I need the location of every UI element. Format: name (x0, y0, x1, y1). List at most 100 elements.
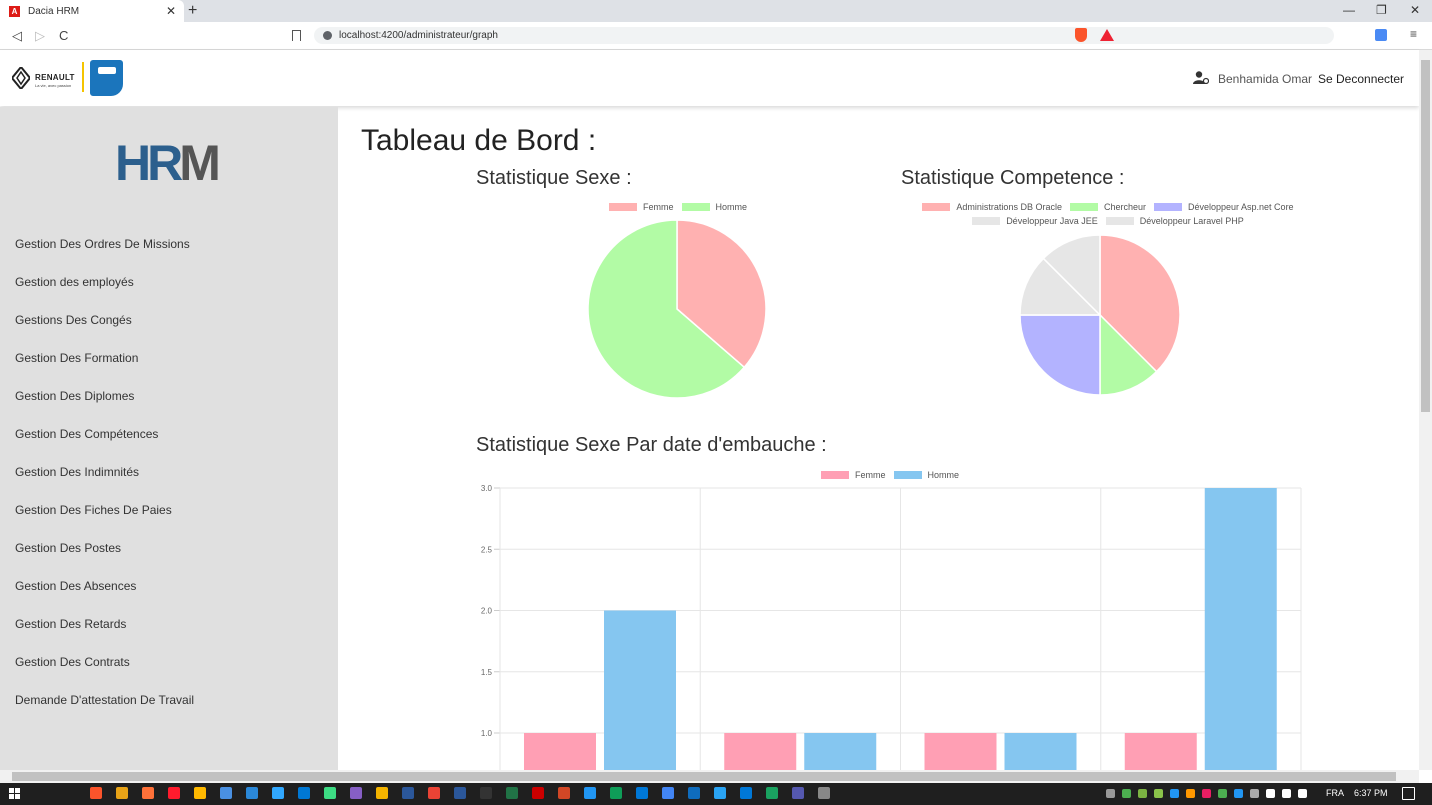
bar-femme[interactable] (724, 733, 797, 770)
taskbar-app-icon[interactable] (168, 787, 180, 799)
tray-icon[interactable] (1106, 789, 1115, 798)
pie-slice-d-veloppeur-asp-net-core[interactable] (1020, 314, 1101, 396)
logout-link[interactable]: Se Deconnecter (1318, 72, 1405, 86)
taskbar-app-icon[interactable] (740, 787, 752, 799)
legend-item[interactable]: Femme (821, 470, 886, 480)
tray-icon[interactable] (1170, 789, 1179, 798)
pie-slice-administrations-db-oracle[interactable] (1099, 235, 1181, 373)
clock[interactable]: 6:37 PM (1354, 788, 1388, 798)
back-button[interactable]: ◁ (12, 28, 22, 43)
bookmark-icon[interactable] (292, 30, 301, 41)
tray-icon[interactable] (1266, 789, 1275, 798)
notification-icon[interactable] (1402, 787, 1415, 800)
sidebar-item[interactable]: Gestions Des Congés (15, 313, 132, 327)
windows-start-icon[interactable] (9, 788, 20, 799)
taskbar-app-icon[interactable] (298, 787, 310, 799)
brave-shield-icon[interactable] (1075, 28, 1087, 42)
language-indicator[interactable]: FRA (1326, 788, 1344, 798)
taskbar-app-icon[interactable] (272, 787, 284, 799)
taskbar-app-icon[interactable] (402, 787, 414, 799)
bar-homme[interactable] (1204, 488, 1277, 770)
taskbar-app-icon[interactable] (194, 787, 206, 799)
vertical-scrollbar-thumb[interactable] (1421, 60, 1430, 412)
bar-homme[interactable] (604, 610, 676, 771)
taskbar-app-icon[interactable] (584, 787, 596, 799)
sidebar-item[interactable]: Gestion Des Diplomes (15, 389, 135, 403)
sidebar-item[interactable]: Gestion Des Indimnités (15, 465, 140, 479)
sidebar-item[interactable]: Gestion des employés (15, 275, 134, 289)
pie-slice-homme[interactable] (588, 220, 746, 399)
translate-icon[interactable] (1375, 29, 1387, 41)
sidebar-item[interactable]: Gestion Des Retards (15, 617, 127, 631)
taskbar-app-icon[interactable] (506, 787, 518, 799)
pie-slice-chercheur[interactable] (1099, 313, 1158, 396)
taskbar-app-icon[interactable] (610, 787, 622, 799)
maximize-button[interactable]: ❐ (1376, 3, 1387, 17)
browser-tab[interactable]: A Dacia HRM ✕ (0, 0, 184, 22)
bar-homme[interactable] (1004, 733, 1077, 770)
horizontal-scrollbar-thumb[interactable] (12, 772, 1396, 781)
taskbar-app-icon[interactable] (688, 787, 700, 799)
brave-rewards-icon[interactable] (1100, 29, 1114, 41)
taskbar-app-icon[interactable] (116, 787, 128, 799)
tray-icon[interactable] (1138, 789, 1147, 798)
taskbar-app-icon[interactable] (220, 787, 232, 799)
forward-button[interactable]: ▷ (35, 28, 45, 43)
sidebar-item[interactable]: Gestion Des Absences (15, 579, 137, 593)
sidebar-item[interactable]: Gestion Des Fiches De Paies (15, 503, 172, 517)
legend-item[interactable]: Homme (681, 202, 747, 212)
bar-femme[interactable] (524, 733, 596, 770)
window-close-button[interactable]: ✕ (1410, 3, 1421, 17)
taskbar-app-icon[interactable] (532, 787, 544, 799)
legend-item[interactable]: Développeur Asp.net Core (1154, 202, 1294, 212)
pie-slice-femme[interactable] (676, 220, 767, 369)
taskbar-app-icon[interactable] (90, 787, 102, 799)
legend-item[interactable]: Administrations DB Oracle (922, 202, 1062, 212)
tray-icon[interactable] (1122, 789, 1131, 798)
minimize-button[interactable]: — (1343, 3, 1355, 17)
tray-icon[interactable] (1282, 789, 1291, 798)
taskbar-app-icon[interactable] (480, 787, 492, 799)
pie-slice-d-veloppeur-laravel-php[interactable] (1042, 235, 1101, 317)
bar-homme[interactable] (804, 733, 877, 770)
legend-item[interactable]: Femme (609, 202, 674, 212)
tab-close-button[interactable]: ✕ (165, 4, 176, 18)
taskbar-app-icon[interactable] (558, 787, 570, 799)
tray-icon[interactable] (1202, 789, 1211, 798)
tray-icon[interactable] (1154, 789, 1163, 798)
tray-icon[interactable] (1218, 789, 1227, 798)
tray-icon[interactable] (1250, 789, 1259, 798)
new-tab-button[interactable]: + (188, 2, 198, 19)
tray-icon[interactable] (1186, 789, 1195, 798)
sidebar-item[interactable]: Demande D'attestation De Travail (15, 693, 195, 707)
taskbar-app-icon[interactable] (792, 787, 804, 799)
taskbar-app-icon[interactable] (818, 787, 830, 799)
bar-femme[interactable] (924, 733, 997, 770)
sidebar-item[interactable]: Gestion Des Postes (15, 541, 122, 555)
taskbar-app-icon[interactable] (766, 787, 778, 799)
legend-item[interactable]: Chercheur (1069, 202, 1146, 212)
taskbar-app-icon[interactable] (246, 787, 258, 799)
pie-slice-d-veloppeur-java-jee[interactable] (1020, 257, 1102, 316)
taskbar-app-icon[interactable] (350, 787, 362, 799)
bar-femme[interactable] (1124, 733, 1197, 770)
tray-icon[interactable] (1298, 789, 1307, 798)
taskbar-app-icon[interactable] (428, 787, 440, 799)
legend-item[interactable]: Développeur Laravel PHP (1105, 216, 1244, 226)
sidebar-item[interactable]: Gestion Des Compétences (15, 427, 159, 441)
legend-item[interactable]: Développeur Java JEE (972, 216, 1098, 226)
taskbar-app-icon[interactable] (636, 787, 648, 799)
taskbar-app-icon[interactable] (714, 787, 726, 799)
taskbar-app-icon[interactable] (376, 787, 388, 799)
tray-icon[interactable] (1234, 789, 1243, 798)
taskbar-app-icon[interactable] (142, 787, 154, 799)
url-field[interactable]: localhost:4200/administrateur/graph (314, 27, 1334, 44)
taskbar-app-icon[interactable] (662, 787, 674, 799)
sidebar-item[interactable]: Gestion Des Contrats (15, 655, 130, 669)
reload-button[interactable]: C (59, 28, 69, 43)
sidebar-item[interactable]: Gestion Des Formation (15, 351, 139, 365)
legend-item[interactable]: Homme (893, 470, 959, 480)
taskbar-app-icon[interactable] (324, 787, 336, 799)
menu-icon[interactable]: ≡ (1410, 27, 1418, 41)
taskbar-app-icon[interactable] (454, 787, 466, 799)
